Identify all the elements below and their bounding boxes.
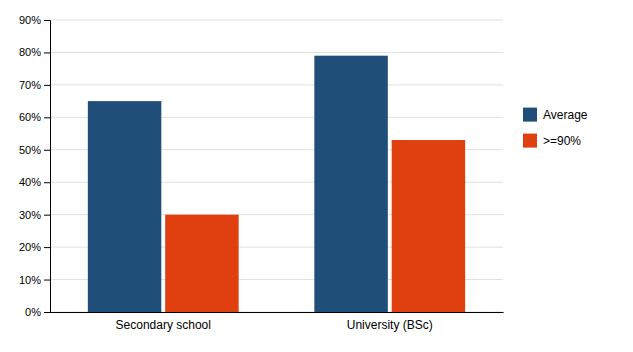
bar xyxy=(392,140,465,312)
tick-label: University (BSc) xyxy=(347,318,433,332)
grid-line xyxy=(50,52,503,53)
y-tick: 90% xyxy=(19,14,50,26)
tick-label: 40% xyxy=(19,176,41,188)
y-tick: 70% xyxy=(19,79,50,91)
axis-line xyxy=(44,21,51,313)
legend-swatch xyxy=(523,108,537,122)
tick-mark xyxy=(44,150,50,151)
tick-mark xyxy=(44,85,50,86)
bar-series xyxy=(88,56,388,312)
y-tick: 60% xyxy=(19,111,50,123)
y-tick: 20% xyxy=(19,241,50,253)
tick-label: 0% xyxy=(25,306,41,318)
tick-mark xyxy=(44,280,50,281)
y-tick: 80% xyxy=(19,46,50,58)
legend-swatch xyxy=(523,134,537,148)
tick-mark xyxy=(44,20,50,21)
x-tick: University (BSc) xyxy=(347,318,433,332)
legend-item: >=90% xyxy=(523,134,581,148)
y-tick: 10% xyxy=(19,274,50,286)
tick-label: 10% xyxy=(19,274,41,286)
legend: Average >=90% xyxy=(523,108,588,148)
legend-item: Average xyxy=(523,108,588,122)
tick-label: 20% xyxy=(19,241,41,253)
legend-label: Average xyxy=(543,108,588,122)
tick-label: 70% xyxy=(19,79,41,91)
x-tick: Secondary school xyxy=(116,318,211,332)
tick-label: 30% xyxy=(19,209,41,221)
tick-mark xyxy=(44,117,50,118)
grid-line xyxy=(50,20,503,21)
y-tick: 40% xyxy=(19,176,50,188)
axis-line xyxy=(51,312,504,313)
grid-line xyxy=(50,84,503,85)
bars xyxy=(88,56,465,312)
y-tick: 30% xyxy=(19,209,50,221)
tick-mark xyxy=(44,52,50,53)
bar-series xyxy=(165,140,465,312)
chart: 0% 10% 20% 30% 40% 50% 60% 70% 80% 90% Secondary s… xyxy=(0,0,633,352)
tick-label: 90% xyxy=(19,14,41,26)
y-tick: 0% xyxy=(25,306,50,318)
y-tick: 50% xyxy=(19,144,50,156)
tick-label: 80% xyxy=(19,46,41,58)
tick-mark xyxy=(44,182,50,183)
bar xyxy=(314,56,387,312)
bar xyxy=(165,215,238,312)
tick-label: 50% xyxy=(19,144,41,156)
tick-mark xyxy=(44,247,50,248)
x-axis: Secondary school University (BSc) xyxy=(51,313,504,332)
bar xyxy=(88,101,161,312)
legend-label: >=90% xyxy=(543,134,581,148)
grid xyxy=(50,20,503,312)
tick-mark xyxy=(44,215,50,216)
plot: 0% 10% 20% 30% 40% 50% 60% 70% 80% 90% Secondary s… xyxy=(19,14,504,332)
y-axis: 0% 10% 20% 30% 40% 50% 60% 70% 80% 90% xyxy=(19,14,51,318)
tick-label: Secondary school xyxy=(116,318,211,332)
tick-label: 60% xyxy=(19,111,41,123)
tick-mark xyxy=(44,312,50,313)
